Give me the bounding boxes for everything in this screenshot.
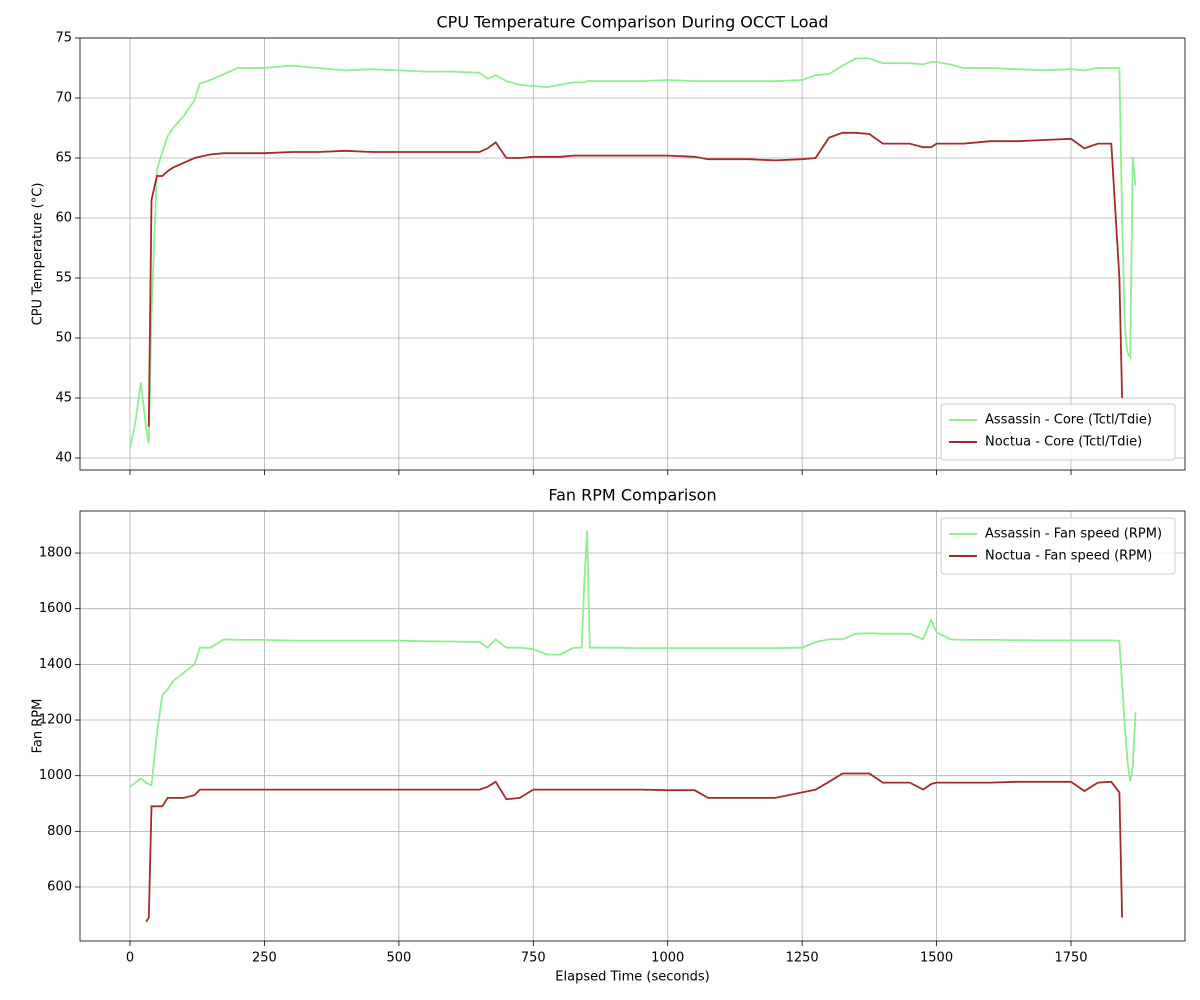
y-tick-label: 1800 <box>39 546 72 561</box>
y-tick-label: 70 <box>55 91 72 106</box>
series-line <box>129 530 1137 788</box>
legend-label: Noctua - Core (Tctl/Tdie) <box>985 435 1142 450</box>
chart-title: Fan RPM Comparison <box>548 486 716 505</box>
y-axis-label: CPU Temperature (°C) <box>31 183 46 326</box>
chart-title: CPU Temperature Comparison During OCCT L… <box>437 13 829 32</box>
x-tick-label: 1000 <box>651 951 684 966</box>
y-tick-label: 50 <box>55 331 72 346</box>
x-tick-label: 1500 <box>920 951 953 966</box>
y-tick-label: 75 <box>55 31 72 46</box>
plot-frame <box>79 510 1186 942</box>
x-tick-label: 750 <box>521 951 546 966</box>
y-tick-label: 800 <box>47 824 72 839</box>
series-line <box>129 57 1137 449</box>
y-tick-label: 60 <box>55 211 72 226</box>
legend-box <box>940 517 1176 575</box>
x-tick-label: 500 <box>386 951 411 966</box>
y-tick-label: 1600 <box>39 601 72 616</box>
y-tick-label: 65 <box>55 151 72 166</box>
y-tick-label: 55 <box>55 271 72 286</box>
panel: Fan RPM Comparison 0 250 500 750 1000 1250 1500… <box>31 486 1186 985</box>
x-tick-label: 1250 <box>786 951 819 966</box>
y-tick-label: 1400 <box>39 657 72 672</box>
x-tick-label: 1750 <box>1054 951 1087 966</box>
x-tick-label: 250 <box>252 951 277 966</box>
y-axis-label: Fan RPM <box>31 699 46 754</box>
legend-box <box>940 403 1176 461</box>
legend-label: Assassin - Core (Tctl/Tdie) <box>985 413 1152 428</box>
y-tick-label: 45 <box>55 391 72 406</box>
plot-frame <box>79 37 1186 471</box>
legend-label: Assassin - Fan speed (RPM) <box>985 527 1162 542</box>
legend-label: Noctua - Fan speed (RPM) <box>985 549 1152 564</box>
x-axis-label: Elapsed Time (seconds) <box>555 970 709 985</box>
panel: CPU Temperature Comparison During OCCT L… <box>31 13 1186 475</box>
y-tick-label: 1000 <box>39 768 72 783</box>
y-tick-label: 600 <box>47 880 72 895</box>
x-tick-label: 0 <box>126 951 134 966</box>
series-line <box>145 772 1123 923</box>
y-tick-label: 40 <box>55 451 72 466</box>
series-line <box>147 131 1123 427</box>
y-tick-label: 1200 <box>39 713 72 728</box>
